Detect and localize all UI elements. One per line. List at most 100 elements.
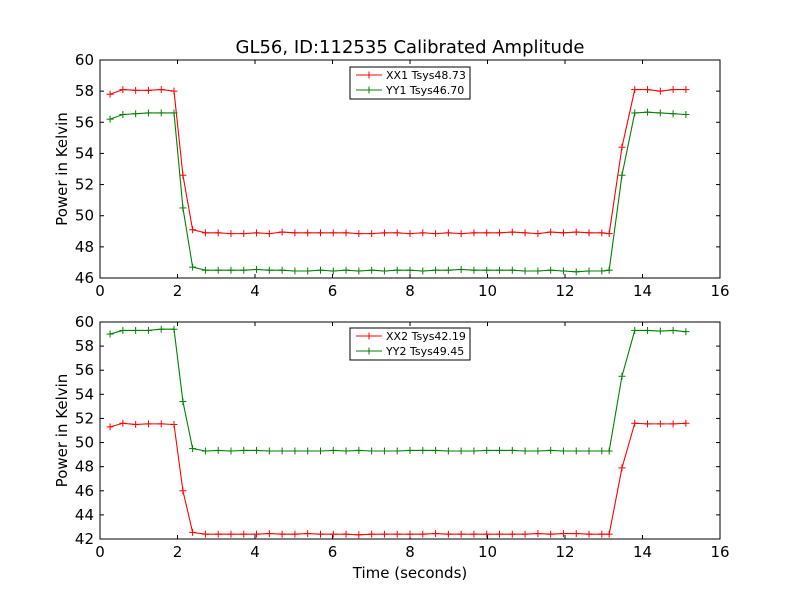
x-tick-label: 8 xyxy=(405,282,415,300)
data-point xyxy=(598,267,606,275)
y-tick-label: 50 xyxy=(75,434,94,452)
data-point xyxy=(342,229,350,237)
y-tick-label: 56 xyxy=(75,361,94,379)
data-point xyxy=(644,420,652,428)
data-point xyxy=(618,372,626,380)
x-tick-label: 12 xyxy=(555,282,574,300)
data-point xyxy=(432,230,440,238)
x-tick-label: 6 xyxy=(328,543,338,561)
data-point xyxy=(368,447,376,455)
x-tick-label: 6 xyxy=(328,282,338,300)
data-point xyxy=(572,447,580,455)
data-point xyxy=(605,530,613,538)
data-point xyxy=(669,86,677,94)
data-point xyxy=(304,267,312,275)
data-point xyxy=(157,420,165,428)
data-point xyxy=(644,326,652,334)
data-point xyxy=(444,266,452,274)
data-point xyxy=(304,229,312,237)
data-point xyxy=(253,265,261,273)
data-point xyxy=(189,263,197,271)
data-point xyxy=(669,326,677,334)
x-tick-label: 0 xyxy=(95,282,105,300)
data-point xyxy=(265,230,273,238)
data-point xyxy=(508,228,516,236)
data-point xyxy=(406,446,414,454)
data-point xyxy=(119,111,127,118)
data-point xyxy=(669,110,677,118)
data-point xyxy=(682,419,690,427)
data-point xyxy=(669,420,677,428)
data-point xyxy=(316,530,324,538)
data-point xyxy=(170,109,178,117)
legend-label: YY1 Tsys46.70 xyxy=(385,84,464,97)
data-point xyxy=(329,229,337,237)
data-point xyxy=(253,530,261,538)
data-point xyxy=(157,325,165,333)
data-point xyxy=(329,530,337,538)
data-point xyxy=(170,420,178,428)
data-point xyxy=(291,267,299,275)
y-tick-label: 46 xyxy=(75,269,94,287)
data-point xyxy=(106,423,114,431)
data-point xyxy=(119,86,127,94)
legend-label: XX1 Tsys48.73 xyxy=(386,69,466,82)
data-point xyxy=(444,530,452,538)
series-2 xyxy=(106,325,690,455)
y-tick-label: 54 xyxy=(75,385,94,403)
data-point xyxy=(656,109,664,117)
data-point xyxy=(470,530,478,538)
y-tick-label: 44 xyxy=(75,506,94,524)
data-point xyxy=(521,530,529,538)
series-1 xyxy=(106,86,690,238)
data-point xyxy=(227,266,235,274)
data-point xyxy=(201,530,209,538)
data-point xyxy=(214,266,222,274)
data-point xyxy=(496,266,504,274)
data-point xyxy=(106,90,114,98)
data-point xyxy=(521,447,529,455)
data-point xyxy=(559,530,567,538)
data-point xyxy=(278,266,286,274)
x-tick-label: 10 xyxy=(478,543,497,561)
data-point xyxy=(380,229,388,237)
data-point xyxy=(457,265,465,273)
data-point xyxy=(304,447,312,455)
data-point xyxy=(598,530,606,538)
data-point xyxy=(278,530,286,538)
legend-entry: XX2 Tsys42.19 xyxy=(356,330,466,343)
y-tick-label: 46 xyxy=(75,482,94,500)
x-tick-label: 10 xyxy=(478,282,497,300)
data-point xyxy=(304,530,312,538)
data-point xyxy=(380,447,388,455)
x-tick-label: 4 xyxy=(250,282,260,300)
data-point xyxy=(682,328,690,336)
data-point xyxy=(470,266,478,274)
data-point xyxy=(291,530,299,538)
data-point xyxy=(291,229,299,237)
data-point xyxy=(508,266,516,274)
data-point xyxy=(170,325,178,333)
data-point xyxy=(144,326,152,334)
data-point xyxy=(144,86,152,94)
data-point xyxy=(179,487,187,495)
data-point xyxy=(342,530,350,538)
data-point xyxy=(342,266,350,274)
data-point xyxy=(618,143,626,151)
data-point xyxy=(189,528,197,536)
data-point xyxy=(201,447,209,455)
y-tick-label: 56 xyxy=(75,113,94,131)
data-point xyxy=(496,229,504,237)
data-point xyxy=(157,109,165,117)
legend-entry: XX1 Tsys48.73 xyxy=(356,69,466,82)
data-point xyxy=(393,266,401,274)
data-point xyxy=(406,530,414,538)
data-point xyxy=(240,530,248,538)
y-tick-label: 58 xyxy=(75,82,94,100)
x-tick-label: 16 xyxy=(710,282,729,300)
data-point xyxy=(240,446,248,454)
data-point xyxy=(329,446,337,454)
